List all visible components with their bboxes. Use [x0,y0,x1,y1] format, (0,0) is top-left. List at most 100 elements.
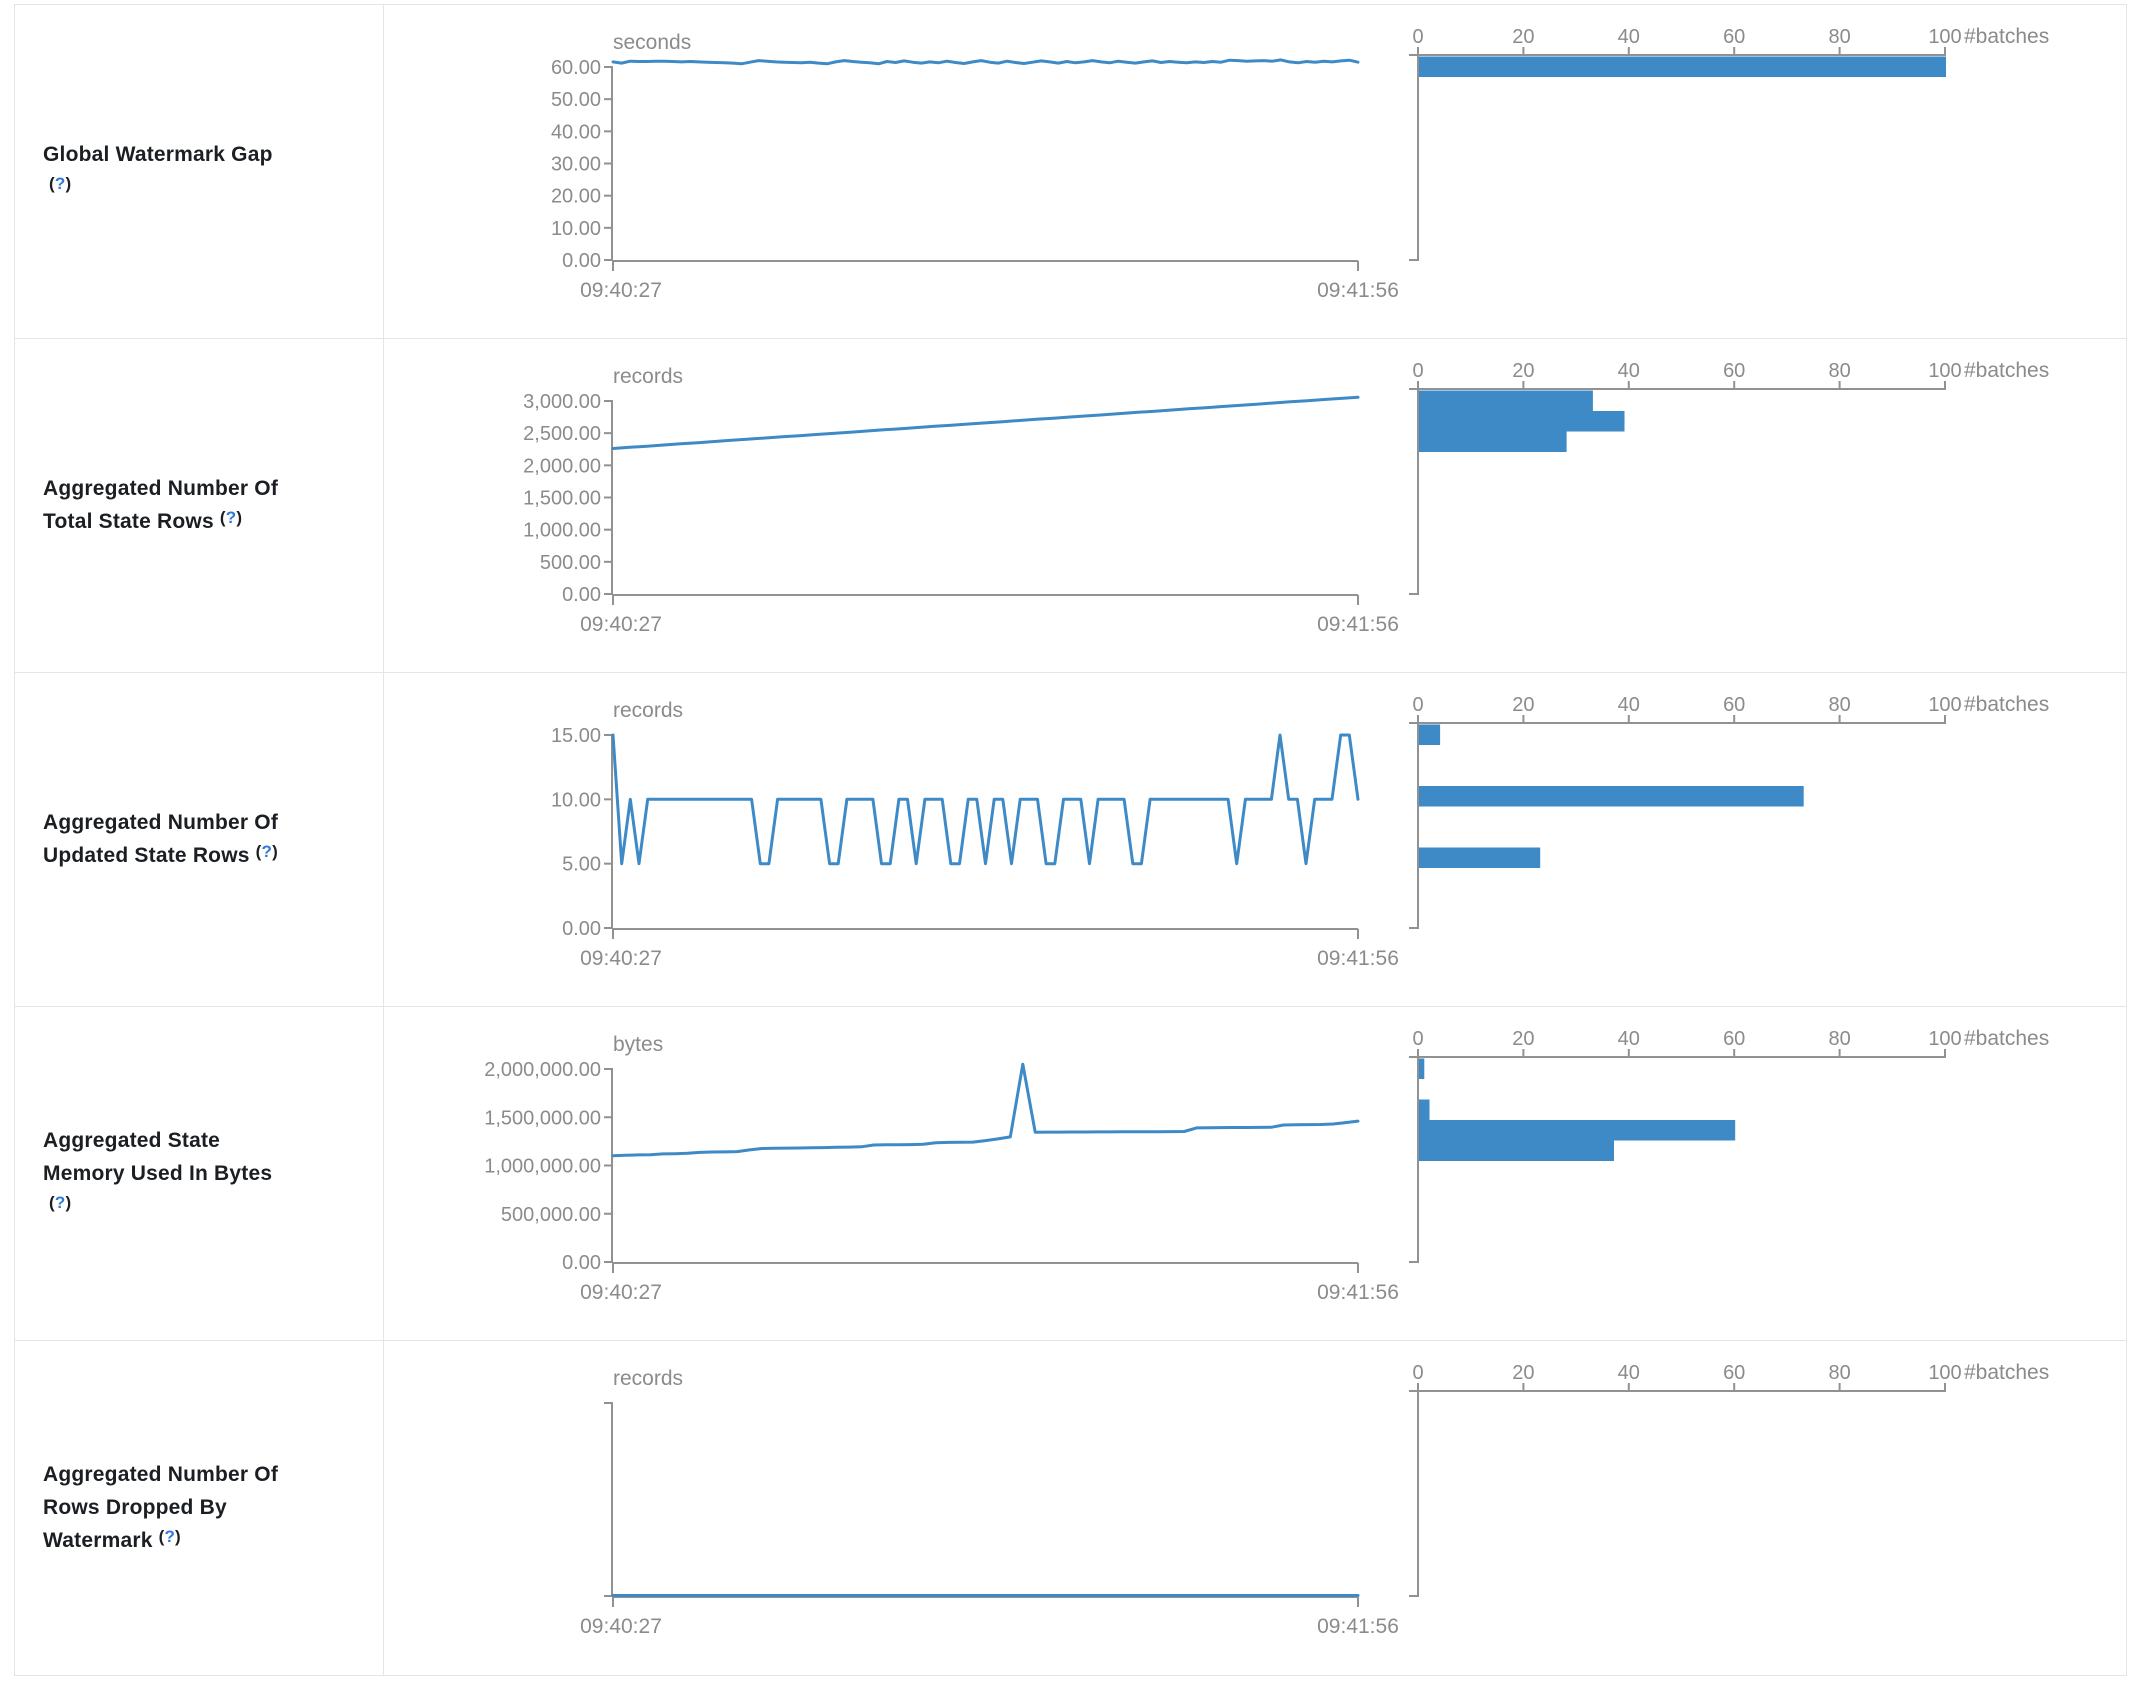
metric-label-line: Watermark (?) [43,1524,369,1558]
metric-label-text: Aggregated State [43,1128,221,1152]
help-paren-close: ) [65,1192,72,1212]
timeline-chart: seconds 60.00 50.00 40.00 30.00 20.00 10.00 0.0… [551,31,1399,302]
help-tooltip[interactable]: (?) [256,842,278,861]
metric-label-text: Rows Dropped By [43,1496,227,1519]
histogram-chart: 0 20 40 60 80 100 #batches [1409,1361,2049,1597]
metric-label-line: Rows Dropped By [43,1491,369,1524]
timeline-x-start-label: 09:40:27 [580,1281,662,1304]
histogram-chart: 0 20 40 60 80 100 #batches [1409,359,2049,595]
histogram-x-tick-label: 100 [1928,26,1961,48]
timeline-y-tick-label: 500,000.00 [501,1204,601,1226]
help-paren-close: ) [272,842,278,861]
histogram-x-tick-label: 100 [1928,360,1961,382]
histogram-x-tick-label: 20 [1512,1362,1534,1384]
timeline-unit-label: records [613,699,683,722]
histogram-x-tick-label: 60 [1723,694,1745,716]
histogram-x-tick-label: 40 [1618,1028,1640,1050]
timeline-y-tick-label: 20.00 [551,186,601,208]
help-tooltip[interactable]: (?) [49,174,71,193]
metric-label-text: Aggregated Number Of [43,477,279,500]
help-paren-open: ( [255,842,262,861]
metric-charts-svg: records 09:40:27 09:41:56 0 20 40 60 80 100 #batc… [580,1361,2049,1638]
metric-charts-cell: seconds 60.00 50.00 40.00 30.00 20.00 10.00 0.0… [384,5,2128,338]
timeline-y-tick-label: 1,500.00 [523,488,601,510]
histogram-x-tick-label: 40 [1618,694,1640,716]
timeline-y-tick-label: 15.00 [551,725,601,747]
timeline-y-tick-label: 2,500.00 [523,423,601,445]
help-tooltip[interactable]: (?) [220,508,242,527]
timeline-chart: records 15.00 10.00 5.00 0.00 09:40:27 09:41:5… [551,699,1399,970]
metric-charts-cell: records 3,000.00 2,500.00 2,000.00 1,500.00 1… [384,339,2128,672]
histogram-x-tick-label: 20 [1512,360,1534,382]
timeline-y-tick-label: 30.00 [551,154,601,176]
histogram-bar [1419,56,1946,77]
metric-label-text: Watermark [43,1529,153,1552]
metric-charts-svg: records 15.00 10.00 5.00 0.00 09:40:27 09:41:5… [551,693,2049,970]
histogram-x-tick-label: 40 [1618,1362,1640,1384]
timeline-unit-label: records [613,1367,683,1390]
histogram-x-tick-label: 60 [1723,1028,1745,1050]
help-question-icon: ? [54,1192,66,1212]
timeline-y-tick-label: 50.00 [551,89,601,111]
help-paren-close: ) [175,1527,181,1546]
histogram-x-tick-label: 60 [1723,1362,1745,1384]
histogram-bar [1419,724,1441,745]
histogram-chart: 0 20 40 60 80 100 #batches [1409,693,2049,929]
histogram-x-tick-label: 0 [1412,1362,1423,1384]
metric-label-text: Total State Rows [43,510,214,533]
histogram-x-tick-label: 20 [1512,694,1534,716]
help-question-icon: ? [225,508,237,527]
timeline-y-tick-label: 500.00 [540,552,601,574]
timeline-unit-label: bytes [613,1033,663,1056]
metric-label-text: Aggregated Number Of [43,811,279,834]
help-paren-close: ) [65,174,72,193]
histogram-x-tick-label: 0 [1412,694,1423,716]
timeline-y-tick-label: 0.00 [562,918,601,940]
timeline-y-tick-label: 1,000.00 [523,520,601,542]
timeline-x-end-label: 09:41:56 [1317,1281,1399,1304]
timeline-data-line [611,58,1360,66]
histogram-x-tick-label: 80 [1828,360,1850,382]
metric-row: Global Watermark Gap (?) seconds 60.00 50.00… [15,5,2126,339]
metric-label-cell: Aggregated Number Of Rows Dropped By Water… [15,1341,384,1675]
timeline-x-end-label: 09:41:56 [1317,1615,1399,1638]
metric-label-text: Aggregated Number Of [43,1463,279,1486]
histogram-x-tick-label: 0 [1412,1028,1423,1050]
histogram-x-tick-label: 0 [1412,360,1423,382]
histogram-batches-label: #batches [1964,1361,2049,1384]
help-tooltip[interactable]: (?) [159,1527,181,1546]
timeline-y-tick-label: 1,000,000.00 [484,1156,601,1178]
histogram-x-tick-label: 80 [1828,1028,1850,1050]
metric-label-cell: Global Watermark Gap (?) [15,5,384,338]
metric-charts-svg: records 3,000.00 2,500.00 2,000.00 1,500.00 1… [523,359,2049,636]
timeline-x-end-label: 09:41:56 [1317,279,1399,302]
histogram-x-tick-label: 40 [1618,360,1640,382]
help-tooltip[interactable]: (?) [49,1193,71,1212]
metric-label-line: Global Watermark Gap [43,138,369,171]
timeline-y-tick-label: 60.00 [551,57,601,79]
help-question-icon: ? [164,1527,176,1546]
timeline-x-end-label: 09:41:56 [1317,613,1399,636]
timeline-data-line [611,1062,1360,1158]
metric-label-line: Aggregated Number Of [43,472,369,505]
metric-charts-svg: bytes 2,000,000.00 1,500,000.00 1,000,000.0… [484,1027,2049,1304]
histogram-bar [1419,411,1625,432]
metric-label-line: (?) [43,171,369,205]
timeline-y-tick-label: 3,000.00 [523,391,601,413]
timeline-y-tick-label: 10.00 [551,789,601,811]
metric-label-text: Global Watermark Gap [43,143,273,166]
timeline-chart: bytes 2,000,000.00 1,500,000.00 1,000,000.0… [484,1033,1399,1304]
timeline-y-tick-label: 2,000,000.00 [484,1059,601,1081]
timeline-x-start-label: 09:40:27 [580,947,662,970]
timeline-x-start-label: 09:40:27 [580,613,662,636]
timeline-y-tick-label: 2,000.00 [523,455,601,477]
help-question-icon: ? [261,842,273,861]
histogram-bar [1419,1140,1614,1161]
help-question-icon: ? [54,174,66,193]
metric-label-line: (?) [43,1190,369,1224]
metric-label-line: Updated State Rows (?) [43,839,369,873]
metric-label-line: Total State Rows (?) [43,505,369,539]
metric-row: Aggregated Number Of Total State Rows (?) r… [15,339,2126,673]
help-paren-open: ( [49,1192,55,1212]
timeline-y-tick-label: 0.00 [562,250,601,272]
